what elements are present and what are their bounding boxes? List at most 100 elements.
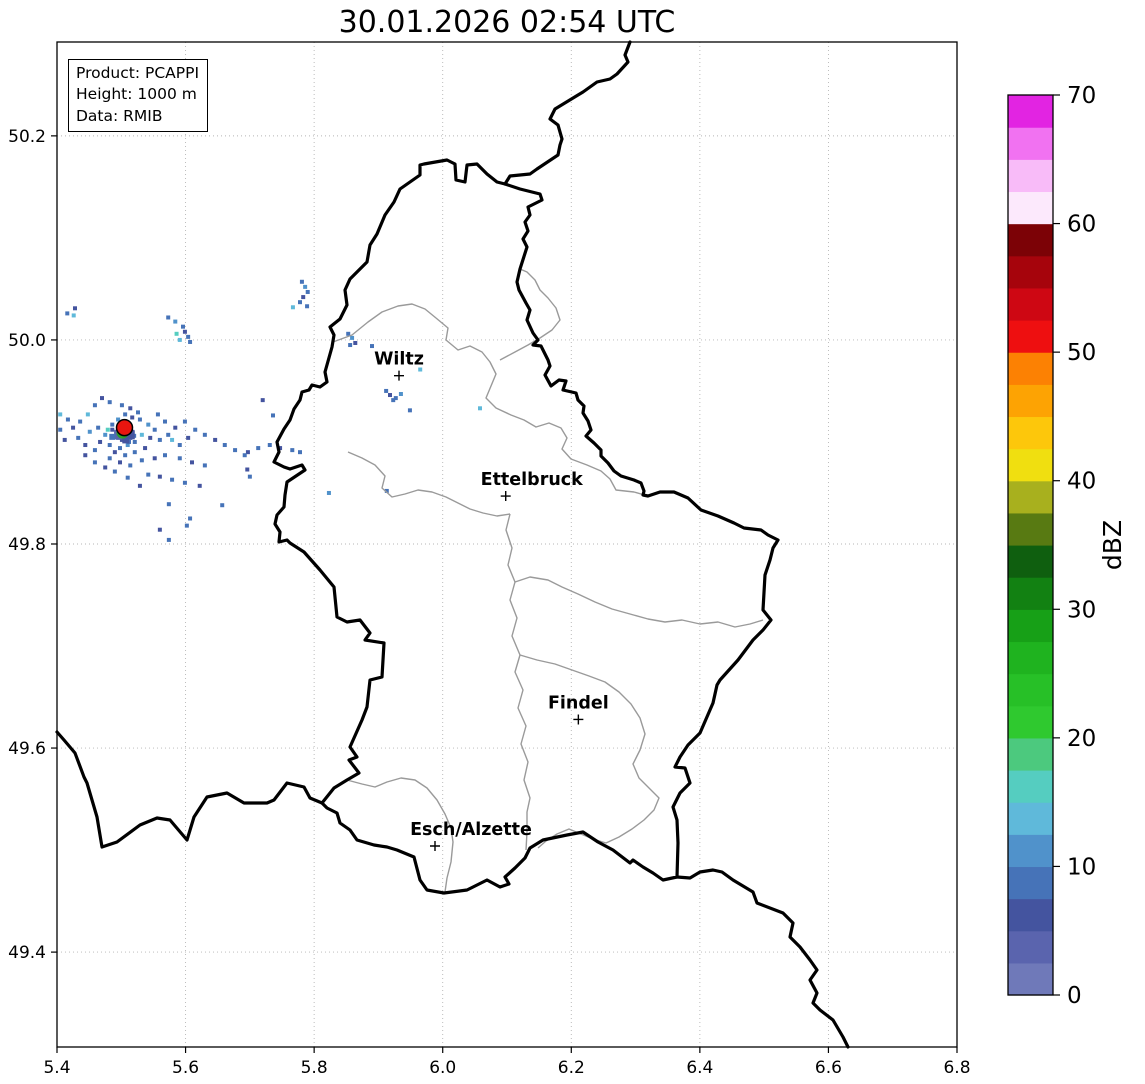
radar-echo-pixel [384, 388, 389, 393]
radar-echo-pixel [157, 474, 162, 479]
radar-echo-pixel [100, 396, 104, 401]
radar-echo-pixel [190, 460, 194, 465]
radar-echo-pixel [92, 448, 97, 453]
radar-echo-pixel [146, 422, 151, 427]
city-cross-marker [500, 491, 511, 502]
city-label: Esch/Alzette [410, 820, 532, 840]
radar-echo-pixel [105, 427, 110, 432]
radar-echo-pixel [166, 315, 171, 320]
colorbar-segment [1008, 512, 1053, 546]
radar-echo-pixel [152, 427, 157, 432]
x-axis-tick-label: 6.2 [558, 1058, 585, 1078]
colorbar-tick-label: 40 [1067, 469, 1096, 495]
y-axis-tick-label: 49.8 [8, 535, 46, 555]
city-cross-marker [573, 714, 584, 725]
radar-echo-pixel [233, 448, 238, 453]
radar-echo-pixel [177, 337, 182, 342]
radar-echo-pixel [184, 523, 189, 528]
radar-echo-pixel [65, 417, 70, 422]
radar-echo-pixel [85, 412, 90, 417]
x-axis-tick-label: 6.8 [943, 1058, 970, 1078]
colorbar-segment [1008, 673, 1053, 707]
radar-echo-pixel [58, 427, 63, 432]
radar-echo-pixel [98, 439, 103, 444]
colorbar-segment [1008, 287, 1053, 321]
radar-echo-pixel [188, 516, 193, 521]
radar-echo-pixel [132, 439, 137, 444]
radar-echo-pixel [83, 453, 88, 458]
radar-echo-pixel [76, 435, 81, 440]
radar-echo-pixel [348, 343, 353, 348]
colorbar-tick-label: 10 [1067, 854, 1096, 880]
radar-echo-pixel [128, 463, 133, 468]
radar-echo-pixel [146, 472, 151, 477]
radar-echo-pixel [350, 335, 355, 340]
colorbar-tick-label: 20 [1067, 726, 1096, 752]
radar-echo-pixel [112, 450, 117, 455]
colorbar-segment [1008, 191, 1053, 225]
colorbar-segment [1008, 770, 1053, 803]
radar-echo-pixel [298, 300, 302, 305]
radar-echo-pixel [78, 419, 83, 424]
colorbar-segment [1008, 95, 1053, 128]
radar-echo-pixel [213, 437, 218, 442]
radar-echo-pixel [110, 422, 115, 427]
city-label: Findel [548, 693, 609, 713]
radar-echo-pixel [155, 412, 160, 417]
radar-echo-pixel [71, 313, 76, 318]
colorbar-segment [1008, 866, 1053, 900]
radar-echo-pixel [166, 537, 171, 542]
colorbar-segment [1008, 898, 1053, 932]
radar-echo-pixel [388, 393, 392, 398]
colorbar-segment [1008, 352, 1053, 385]
radar-echo-pixel [384, 488, 389, 493]
radar-echo-pixel [326, 490, 331, 495]
colorbar: 0 10 20 30 40 50 60 70 [1007, 83, 1096, 1009]
radar-echo-pixel [173, 425, 178, 430]
radar-echo-pixel [202, 432, 207, 437]
radar-echo-pixel [222, 443, 227, 448]
radar-echo-pixel [107, 400, 112, 405]
district-border [514, 576, 764, 628]
x-axis-tick-label: 6.4 [686, 1058, 713, 1078]
radar-echo-pixel [299, 279, 304, 284]
colorbar-segment [1008, 255, 1053, 289]
radar-echo-pixel [182, 419, 187, 424]
radar-echo-pixel [118, 460, 122, 465]
radar-echo-pixel [370, 344, 374, 349]
colorbar-segment [1008, 737, 1053, 771]
colorbar-segment [1008, 577, 1053, 610]
radar-echo-pixel [71, 425, 76, 430]
colorbar-tick-label: 0 [1067, 983, 1082, 1009]
info-product-line: Product: PCAPPI [76, 64, 200, 82]
radar-echo-pixel [112, 469, 117, 474]
radar-echo-pixel [166, 432, 171, 437]
radar-echo-pixel [116, 417, 121, 422]
x-axis-tick-label: 6.0 [429, 1058, 456, 1078]
district-border [505, 513, 531, 851]
radar-echo-pixel [393, 396, 398, 401]
y-axis-tick-label: 50.2 [8, 127, 46, 147]
colorbar-segment [1008, 480, 1053, 514]
info-height-line: Height: 1000 m [76, 85, 197, 104]
radar-echo-pixel [173, 319, 178, 324]
radar-echo-pixel [220, 503, 225, 508]
radar-echo-pixel [242, 453, 247, 458]
radar-echo-pixel [174, 331, 179, 336]
colorbar-segment [1008, 705, 1053, 739]
district-border [346, 777, 454, 893]
radar-echo-pixel [271, 413, 275, 418]
radar-echo-pixel [245, 450, 250, 455]
radar-echo-pixel [197, 483, 202, 488]
colorbar-tick-label: 30 [1067, 597, 1096, 623]
radar-echo-pixel [73, 306, 77, 311]
radar-echo-pixel [398, 392, 403, 397]
radar-echo-pixel [123, 453, 128, 458]
radar-echo-pixel [83, 443, 88, 448]
radar-echo-pixel [166, 502, 171, 507]
radar-echo-pixel [346, 331, 351, 336]
radar-echo-pixel [128, 406, 133, 411]
y-axis-tick-label: 50.0 [8, 331, 46, 351]
